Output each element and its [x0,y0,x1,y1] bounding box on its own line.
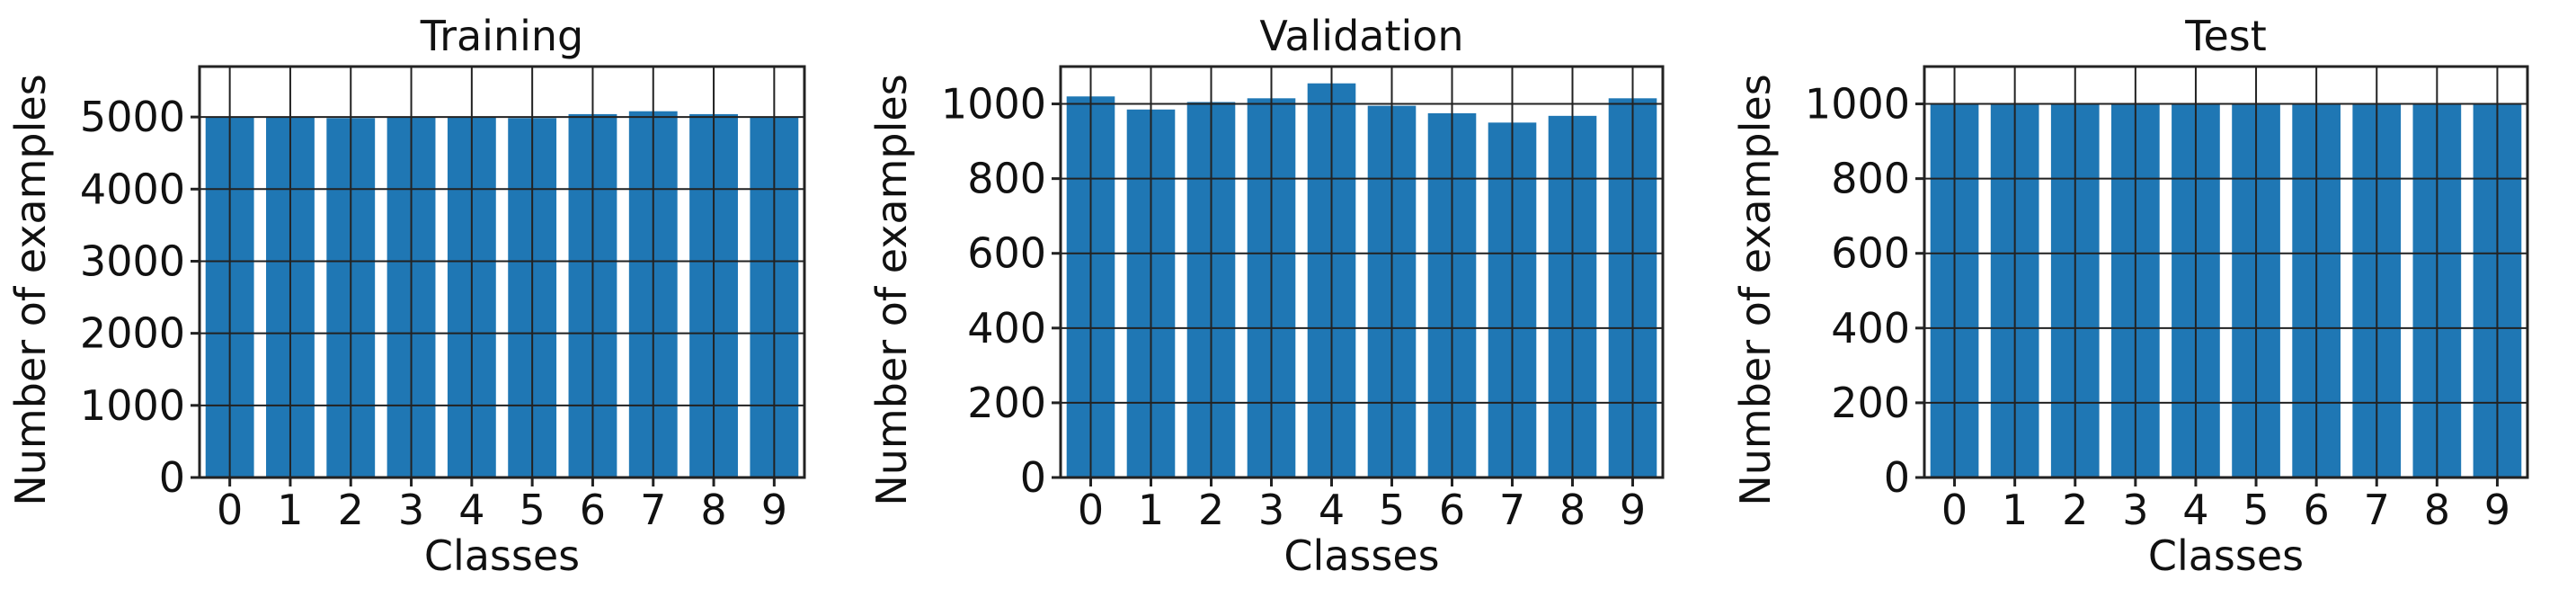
x-tick-label: 9 [761,486,787,534]
x-tick-label: 7 [1499,486,1525,534]
y-tick-label: 200 [967,379,1046,427]
y-tick-label: 0 [1020,453,1046,502]
x-axis-label: Classes [1284,531,1439,580]
plot-frame [198,65,806,479]
x-tick-label: 7 [640,486,666,534]
y-tick-label: 0 [159,453,185,502]
chart-panel-training: 0 1 2 3 4 5 6 7 8 9010002000300040005000TrainingC… [6,12,806,580]
x-tick-label: 2 [2062,486,2088,534]
x-tick-label: 5 [2243,486,2269,534]
x-tick-label: 0 [1941,486,1968,534]
chart-title: Test [2184,12,2267,60]
x-tick-label: 4 [2182,486,2208,534]
x-tick-label: 9 [1620,486,1646,534]
x-tick-label: 3 [2122,486,2148,534]
y-tick-label: 600 [1831,229,1910,278]
y-tick-label: 800 [1831,155,1910,203]
x-tick-label: 1 [2002,486,2028,534]
x-tick-label: 4 [1319,486,1345,534]
plot-frame [1059,65,1665,479]
x-tick-label: 8 [2424,486,2450,534]
y-tick-label: 3000 [80,236,185,285]
y-tick-label: 4000 [80,165,185,213]
x-tick-label: 7 [2364,486,2390,534]
plot-frame [1923,65,2529,479]
x-tick-label: 0 [1078,486,1104,534]
x-tick-label: 0 [217,486,243,534]
x-axis-label: Classes [2148,531,2304,580]
y-tick-label: 2000 [80,309,185,358]
x-tick-label: 1 [1138,486,1164,534]
chart-title: Validation [1259,12,1463,60]
x-tick-label: 8 [1559,486,1586,534]
x-tick-label: 5 [1379,486,1405,534]
chart-panel-validation: 0 1 2 3 4 5 6 7 8 902004006008001000ValidationCla… [867,12,1665,580]
y-tick-label: 1000 [1805,80,1910,129]
chart-title: Training [420,12,584,60]
y-tick-label: 800 [967,155,1046,203]
x-tick-label: 4 [458,486,484,534]
x-tick-label: 3 [398,486,424,534]
x-tick-label: 3 [1258,486,1284,534]
y-axis-label: Number of examples [6,74,55,505]
x-tick-label: 9 [2484,486,2510,534]
y-tick-label: 1000 [941,80,1046,129]
x-tick-label: 1 [277,486,303,534]
x-tick-label: 2 [338,486,364,534]
y-tick-label: 400 [1831,304,1910,353]
y-axis-label: Number of examples [867,74,916,505]
chart-panel-test: 0 1 2 3 4 5 6 7 8 902004006008001000TestClassesNu… [1731,12,2529,580]
x-tick-label: 8 [700,486,726,534]
y-tick-label: 1000 [80,381,185,430]
x-axis-label: Classes [424,531,580,580]
y-tick-label: 600 [967,229,1046,278]
y-tick-label: 5000 [80,93,185,141]
x-tick-label: 6 [2304,486,2330,534]
x-tick-label: 5 [520,486,546,534]
x-tick-label: 6 [1439,486,1465,534]
x-tick-label: 6 [580,486,606,534]
x-tick-label: 2 [1198,486,1224,534]
y-axis-label: Number of examples [1731,74,1780,505]
y-tick-label: 200 [1831,379,1910,427]
y-tick-label: 0 [1884,453,1910,502]
y-tick-label: 400 [967,304,1046,353]
